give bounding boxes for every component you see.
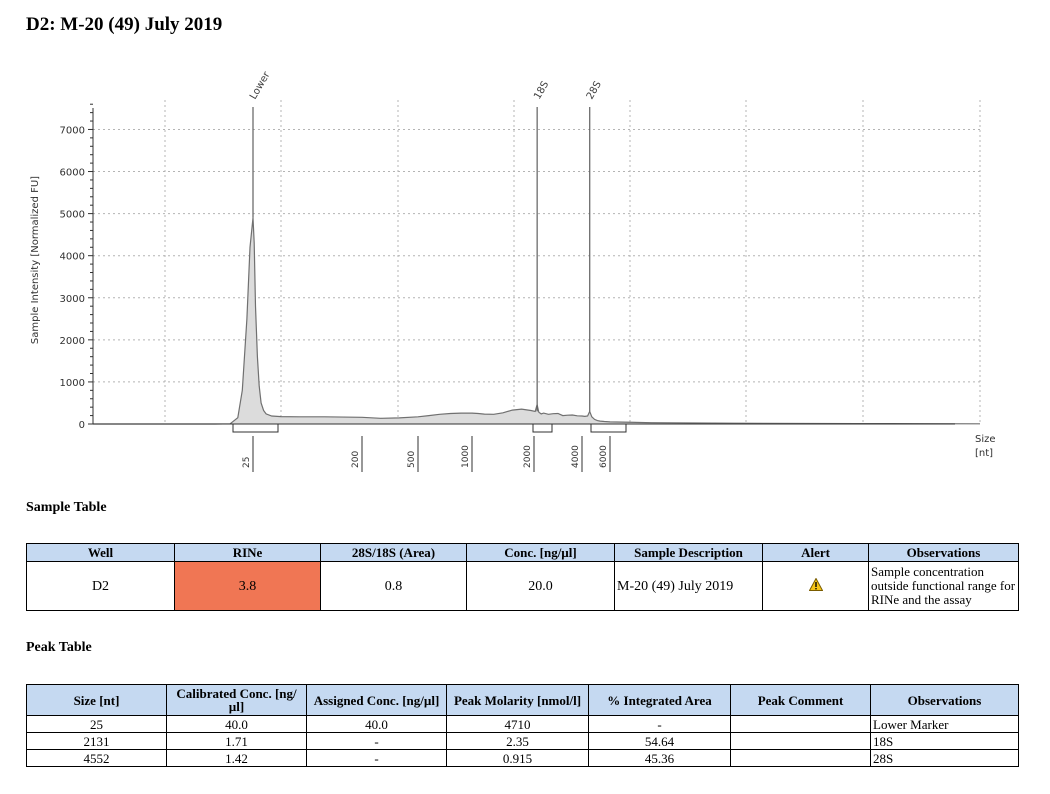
- peak-cell: 45.36: [588, 749, 731, 767]
- y-tick-label: 7000: [60, 125, 85, 136]
- page-title: D2: M-20 (49) July 2019: [26, 14, 223, 35]
- peak-cell: 4552: [26, 749, 167, 767]
- conc-cell: 20.0: [466, 561, 615, 611]
- peak-cell: 1.71: [166, 732, 307, 750]
- header-peak-comment: Peak Comment: [730, 684, 871, 716]
- x-tick-label: 4000: [571, 445, 581, 468]
- electropherogram-chart: Lower 18S 28S 0 1000 2000 3000 4000 5000 6000 700…: [30, 69, 996, 472]
- peak-table-title: Peak Table: [26, 640, 92, 655]
- x-tick-label: 25: [242, 457, 252, 468]
- header-rine: RINe: [174, 543, 321, 562]
- peak-cell: [730, 749, 871, 767]
- header-description: Sample Description: [614, 543, 763, 562]
- peak-cell: 1.42: [166, 749, 307, 767]
- header-assigned-conc: Assigned Conc. [ng/µl]: [306, 684, 447, 716]
- peak-cell: 54.64: [588, 732, 731, 750]
- trace-line: [93, 217, 981, 425]
- peak-table: Size [nt] Calibrated Conc. [ng/µl] Assig…: [26, 684, 1019, 767]
- peak-cell: 4710: [446, 715, 589, 733]
- table-row: 2131 1.71-2.35 54.64 18S: [26, 732, 1019, 750]
- header-well: Well: [26, 543, 175, 562]
- header-conc: Conc. [ng/µl]: [466, 543, 615, 562]
- y-axis-label: Sample Intensity [Normalized FU]: [30, 176, 41, 344]
- peak-cell: Lower Marker: [870, 715, 1019, 733]
- x-tick-label: 500: [407, 451, 417, 468]
- ratio-cell: 0.8: [320, 561, 467, 611]
- peak-cell: 28S: [870, 749, 1019, 767]
- y-tick-label: 3000: [60, 294, 85, 305]
- axis-layer: [88, 103, 955, 472]
- peak-label: 28S: [585, 79, 604, 101]
- peak-label: 18S: [532, 79, 551, 101]
- header-alert: Alert: [762, 543, 869, 562]
- sample-table-header-row: Well RINe 28S/18S (Area) Conc. [ng/µl] S…: [26, 543, 1019, 562]
- peak-range-box: [232, 423, 279, 433]
- y-tick-label: 2000: [60, 336, 85, 347]
- header-observations: Observations: [868, 543, 1019, 562]
- peak-cell: 2131: [26, 732, 167, 750]
- trace-layer: [93, 217, 981, 425]
- x-axis-label: [nt]: [975, 448, 993, 459]
- table-row: 25 40.0 40.0 4710- Lower Marker: [26, 715, 1019, 733]
- peak-cell: 0.915: [446, 749, 589, 767]
- warning-icon: [808, 577, 823, 591]
- peak-cell: -: [306, 749, 447, 767]
- sample-table-title: Sample Table: [26, 500, 107, 515]
- y-tick-label: 5000: [60, 210, 85, 221]
- label-layer: 0 1000 2000 3000 4000 5000 6000 7000 Sample Inte…: [30, 125, 996, 468]
- x-tick-label: 200: [351, 451, 361, 468]
- peak-cell: -: [588, 715, 731, 733]
- table-row: 4552 1.42-0.915 45.36 28S: [26, 749, 1019, 767]
- header-integrated-area: % Integrated Area: [588, 684, 731, 716]
- well-cell: D2: [26, 561, 175, 611]
- y-tick-label: 6000: [60, 168, 85, 179]
- peak-marker-layer: Lower 18S 28S: [232, 69, 627, 433]
- x-tick-label: 1000: [461, 445, 471, 468]
- sample-table: Well RINe 28S/18S (Area) Conc. [ng/µl] S…: [26, 543, 1019, 611]
- peak-label: Lower: [248, 69, 273, 101]
- header-peak-observations: Observations: [870, 684, 1019, 716]
- peak-table-body: 25 40.0 40.0 4710- Lower Marker 2131 1.71-2.35…: [26, 715, 1019, 767]
- peak-cell: 40.0: [306, 715, 447, 733]
- peak-cell: [730, 732, 871, 750]
- description-cell: M-20 (49) July 2019: [614, 561, 763, 611]
- table-row: D2 3.8 0.8 20.0 M-20 (49) July 2019 Samp…: [26, 561, 1019, 611]
- x-tick-label: 2000: [523, 445, 533, 468]
- header-calibrated-conc: Calibrated Conc. [ng/µl]: [166, 684, 307, 716]
- grid-lines: [93, 100, 982, 424]
- peak-cell: -: [306, 732, 447, 750]
- peak-cell: 25: [26, 715, 167, 733]
- rine-cell: 3.8: [174, 561, 321, 611]
- peak-cell: 18S: [870, 732, 1019, 750]
- y-tick-label: 4000: [60, 252, 85, 263]
- observations-cell: Sample concentration outside functional …: [868, 561, 1019, 611]
- header-peak-molarity: Peak Molarity [nmol/l]: [446, 684, 589, 716]
- trace-fill: [93, 217, 980, 424]
- peak-range-box: [532, 423, 553, 433]
- y-tick-label: 0: [79, 420, 85, 431]
- peak-cell: [730, 715, 871, 733]
- header-size: Size [nt]: [26, 684, 167, 716]
- x-axis-label: Size: [975, 434, 996, 445]
- peak-range-box: [590, 423, 627, 433]
- peak-cell: 40.0: [166, 715, 307, 733]
- header-ratio: 28S/18S (Area): [320, 543, 467, 562]
- alert-cell: [762, 561, 869, 611]
- x-tick-label: 6000: [599, 445, 609, 468]
- peak-cell: 2.35: [446, 732, 589, 750]
- y-tick-label: 1000: [60, 378, 85, 389]
- peak-table-header-row: Size [nt] Calibrated Conc. [ng/µl] Assig…: [26, 684, 1019, 716]
